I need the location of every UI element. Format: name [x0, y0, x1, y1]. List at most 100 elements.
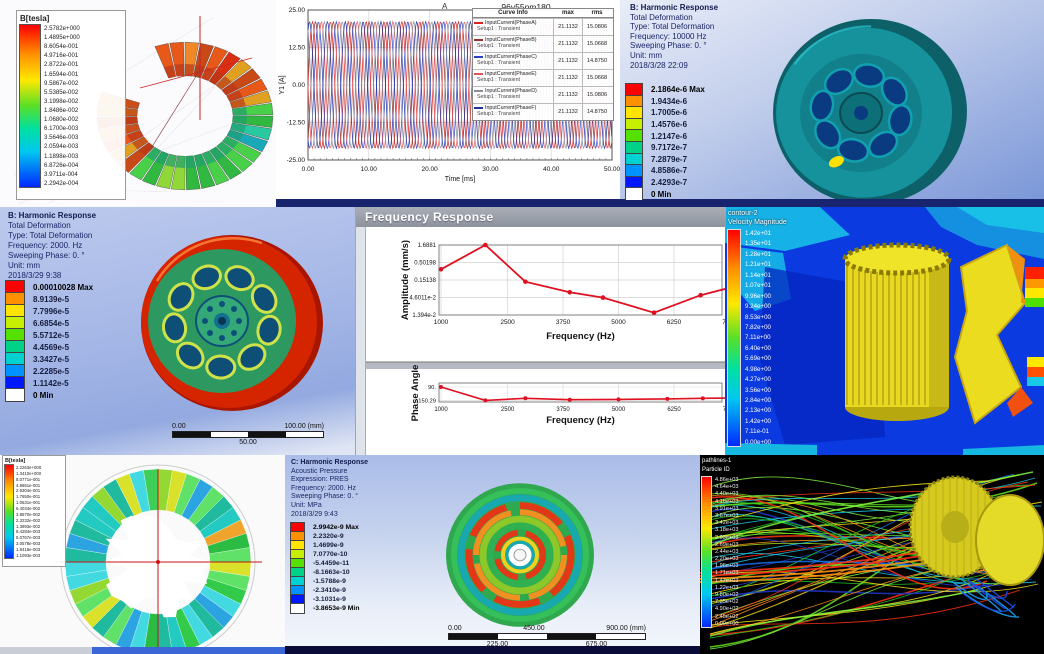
- legend-band: [625, 175, 643, 190]
- curve-max: 21.1132: [553, 70, 582, 86]
- legend-value: 1.1093e-003: [16, 552, 41, 558]
- legend-value: 1.96e+03: [715, 563, 739, 570]
- legend-value: 2.3232e-002: [16, 517, 41, 523]
- svg-text:1.394e-2: 1.394e-2: [412, 313, 436, 319]
- svg-text:1.6881: 1.6881: [418, 243, 437, 249]
- legend-row: -5.4459e-11: [290, 558, 359, 569]
- ruler-min: 0.00: [172, 423, 186, 430]
- curve-rms: 15.0668: [582, 70, 611, 86]
- info-line: Type: Total Deformation: [8, 231, 93, 240]
- curve-setup: Setup1 : Transient: [477, 43, 520, 50]
- curve-color-dash: [474, 89, 483, 92]
- legend-value: 6.6854e-5: [33, 318, 70, 328]
- legend-band: [290, 522, 305, 533]
- curve-setup: Setup1 : Transient: [477, 60, 520, 67]
- legend-value: 2.84e+00: [745, 397, 771, 404]
- window-frequency-response: Frequency Response 1000 2500 3750 5000 6250 7…: [355, 207, 726, 455]
- left-scroll-strip[interactable]: [356, 227, 366, 455]
- legend-values: 4.86e+03 4.64e+03 4.40e+03 4.16e+03 3.91e+03…: [715, 477, 739, 627]
- legend-value: 2.2285e-5: [33, 366, 70, 376]
- legend-value: 4.9716e-001: [44, 52, 79, 60]
- ruler-q1: 225.00: [486, 641, 509, 648]
- legend-row: 6.6854e-5: [5, 316, 93, 330]
- legend-value: 1.1898e-003: [44, 152, 79, 160]
- info-line: Frequency: 2000. Hz: [291, 484, 356, 492]
- legend-value: 7.0770e-10: [313, 551, 348, 558]
- legend-row: 0.00010028 Max: [5, 280, 93, 294]
- legend-row: 2.4293e-7: [625, 175, 705, 190]
- svg-text:0.50198: 0.50198: [414, 261, 436, 267]
- legend-value: 2.2320e-9: [313, 533, 344, 540]
- legend-value: 1.42e+00: [745, 417, 771, 425]
- legend-value: 2.2942e-004: [44, 179, 79, 187]
- ruler-bar: [448, 633, 646, 640]
- wheel-rotor-red: [141, 235, 323, 411]
- legend-band: [290, 567, 305, 578]
- legend-row: 4.4569e-5: [5, 340, 93, 354]
- info-line: Acoustic Pressure: [291, 467, 348, 475]
- legend-row: 1.9434e-6: [625, 94, 705, 109]
- legend-value: 1.42e+01: [745, 230, 771, 237]
- legend-value: 8.6054e-001: [44, 43, 79, 51]
- legend-value: 9.80e+02: [715, 592, 739, 598]
- legend-value: 5.0767e-003: [16, 535, 41, 541]
- panel-harmonic-response-10000hz: B: Harmonic Response Total Deformation Typ…: [620, 0, 1044, 200]
- legend-row: 3.3427e-5: [5, 352, 93, 366]
- particle-id-legend: pathlines-1 Particle ID 4.86e+03 4.64e+03…: [701, 457, 739, 628]
- curve-setup: Setup1 : Transient: [477, 94, 520, 101]
- acoustic-disc: [446, 483, 594, 627]
- legend-value: 1.14e+01: [745, 271, 771, 279]
- velocity-contour-art: [725, 207, 1044, 455]
- curve-name: InputCurrent(PhaseC): [485, 54, 537, 60]
- curve-color-dash: [474, 38, 483, 41]
- svg-text:7500: 7500: [723, 407, 726, 413]
- ruler-max: 100.00 (mm): [284, 423, 324, 430]
- legend-value: 1.07e+01: [745, 282, 771, 290]
- legend-value: 2.1864e-6 Max: [651, 85, 705, 95]
- curve-name: InputCurrent(PhaseE): [485, 71, 537, 77]
- svg-text:Phase Angle: Phase Angle: [410, 365, 421, 422]
- legend-value: 1.1142e-5: [33, 378, 69, 388]
- panel-cfd-velocity-contour: contour-2 Velocity Magnitude 1.42e+01 1.3…: [725, 207, 1044, 455]
- legend-title-line1: pathlines-1: [702, 458, 732, 464]
- legend-title: B[tesla]: [20, 14, 50, 23]
- table-row: InputCurrent(PhaseA) Setup1 : Transient 21…: [473, 18, 613, 35]
- legend-colorbar: [701, 476, 712, 628]
- legend-row: 0 Min: [625, 187, 705, 200]
- legend-row: 7.7996e-5: [5, 304, 93, 318]
- curve-name: InputCurrent(PhaseB): [485, 37, 537, 43]
- window-titlebar[interactable]: Frequency Response: [356, 207, 726, 227]
- legend-value: 2.93e+03: [715, 534, 739, 541]
- legend-value: 1.71e+03: [715, 570, 739, 577]
- legend-value: -3.8653e-9 Min: [313, 605, 360, 612]
- rotor-field-plot: [55, 464, 262, 654]
- legend-row: 2.9942e-9 Max: [290, 522, 359, 533]
- legend-values: 2.5782e+000 1.4895e+000 8.6054e-001 4.9716e…: [44, 25, 80, 187]
- legend-row: 0 Min: [5, 388, 93, 402]
- svg-text:7500: 7500: [722, 319, 726, 326]
- legend-values: 2.2263e+000 1.3410e+000 8.0771e-001 4.8651e…: [16, 465, 41, 558]
- info-line: Sweeping Phase: 0. °: [8, 251, 85, 260]
- legend-value: 5.5385e-002: [44, 88, 79, 96]
- legend-value: 6.4034e-002: [16, 506, 41, 512]
- legend-value: 2.9942e-9 Max: [313, 524, 359, 531]
- svg-text:0.00: 0.00: [292, 82, 305, 89]
- panel-maxwell-rotor-field: B[tesla] 2.2263e+000 1.3410e+000 8.0771e-0…: [0, 455, 285, 654]
- legend-value: 7.2879e-7: [651, 154, 688, 164]
- legend-value: 3.67e+03: [715, 512, 739, 519]
- info-line: 2018/3/29 9:43: [291, 510, 338, 518]
- legend-value: 6.40e+00: [745, 344, 771, 352]
- curve-color-dash: [474, 106, 483, 109]
- info-line: Unit: mm: [8, 261, 40, 270]
- curve-max: 21.1132: [553, 104, 582, 120]
- curve-max: 21.1132: [553, 87, 582, 103]
- curve-color-dash: [474, 72, 483, 75]
- legend-value: 4.16e+03: [715, 498, 739, 505]
- info-line: 2018/3/29 9:38: [8, 271, 62, 280]
- legend-row: 7.0770e-10: [290, 549, 359, 560]
- svg-text:0.15138: 0.15138: [414, 278, 436, 284]
- table-row: InputCurrent(PhaseB) Setup1 : Transient 21…: [473, 35, 613, 52]
- legend-value: 1.0680e-002: [44, 116, 79, 124]
- result-info-block: B: Harmonic Response Total Deformation Typ…: [8, 211, 96, 281]
